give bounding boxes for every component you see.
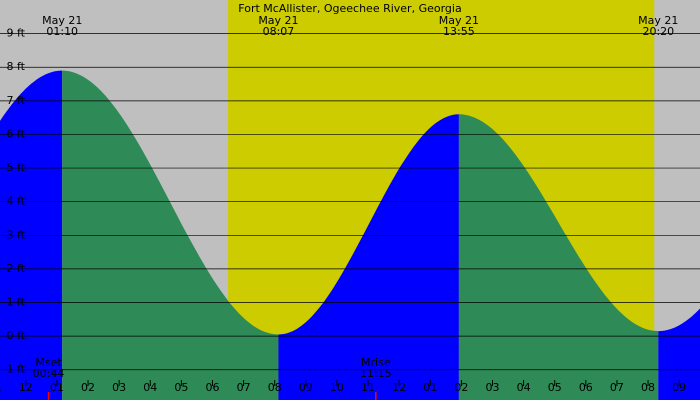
- x-tick-label: 11: [361, 381, 375, 394]
- moon-event-label: Mrise: [361, 356, 391, 369]
- x-tick-label: 11: [0, 381, 2, 394]
- x-tick-label: 12: [392, 381, 406, 394]
- x-tick-label: 05: [548, 381, 562, 394]
- y-tick-label: 9 ft: [7, 27, 26, 40]
- falling-tide-segment: [458, 114, 659, 400]
- x-tick-label: 01: [50, 381, 64, 394]
- extreme-time-label: 08:07: [263, 25, 295, 38]
- x-tick-label: 03: [112, 381, 126, 394]
- y-axis-labels: 9 ft 8 ft 7 ft 6 ft 5 ft 4 ft 3 ft 2 ft 1 ft 0 ft…: [3, 27, 26, 376]
- x-tick-label: 02: [81, 381, 95, 394]
- y-tick-label: -1 ft: [3, 363, 26, 376]
- moon-event-time: 11:15: [360, 367, 392, 380]
- x-tick-label: 08: [641, 381, 655, 394]
- y-tick-label: 6 ft: [7, 127, 26, 140]
- x-tick-label: 06: [579, 381, 593, 394]
- rising-tide-segment: [658, 308, 700, 400]
- y-tick-label: 0 ft: [7, 329, 26, 342]
- x-tick-label: 07: [610, 381, 624, 394]
- x-axis-labels: 11 12 01 02 03 04 05 06 07 08 09 10 11 12 01 02 03 04 05 06…: [0, 380, 686, 394]
- x-tick-label: 03: [485, 381, 499, 394]
- y-tick-label: 1 ft: [7, 296, 26, 309]
- y-tick-label: 8 ft: [7, 60, 26, 73]
- x-tick-label: 01: [423, 381, 437, 394]
- x-tick-label: 04: [143, 381, 157, 394]
- gridline-layer: [0, 33, 700, 371]
- x-tick-label: 07: [237, 381, 251, 394]
- x-tick-label: 10: [330, 381, 344, 394]
- y-tick-label: 5 ft: [7, 161, 26, 174]
- x-tick-label: 08: [268, 381, 282, 394]
- x-tick-label: 04: [517, 381, 531, 394]
- y-tick-label: 4 ft: [7, 195, 26, 208]
- extreme-time-label: 20:20: [642, 25, 674, 38]
- x-tick-label: 02: [454, 381, 468, 394]
- extreme-time-label: 13:55: [443, 25, 475, 38]
- x-tick-label: 06: [205, 381, 219, 394]
- extreme-time-label: 01:10: [46, 25, 78, 38]
- rising-tide-segment: [278, 114, 459, 400]
- x-tick-label: 09: [299, 381, 313, 394]
- y-tick-label: 2 ft: [7, 262, 26, 275]
- extreme-date-label: May 21: [439, 14, 479, 27]
- extreme-date-label: May 21: [638, 14, 678, 27]
- extreme-date-label: May 21: [42, 14, 82, 27]
- chart-title: Fort McAllister, Ogeechee River, Georgia: [238, 2, 461, 15]
- moon-event-time: 00:44: [33, 367, 65, 380]
- moon-event-label: Mset: [35, 356, 62, 369]
- x-tick-label: 12: [19, 381, 33, 394]
- x-tick-label: 05: [174, 381, 188, 394]
- y-tick-label: 3 ft: [7, 228, 26, 241]
- x-tick-label: 09: [672, 381, 686, 394]
- extreme-date-label: May 21: [258, 14, 298, 27]
- y-tick-label: 7 ft: [7, 94, 26, 107]
